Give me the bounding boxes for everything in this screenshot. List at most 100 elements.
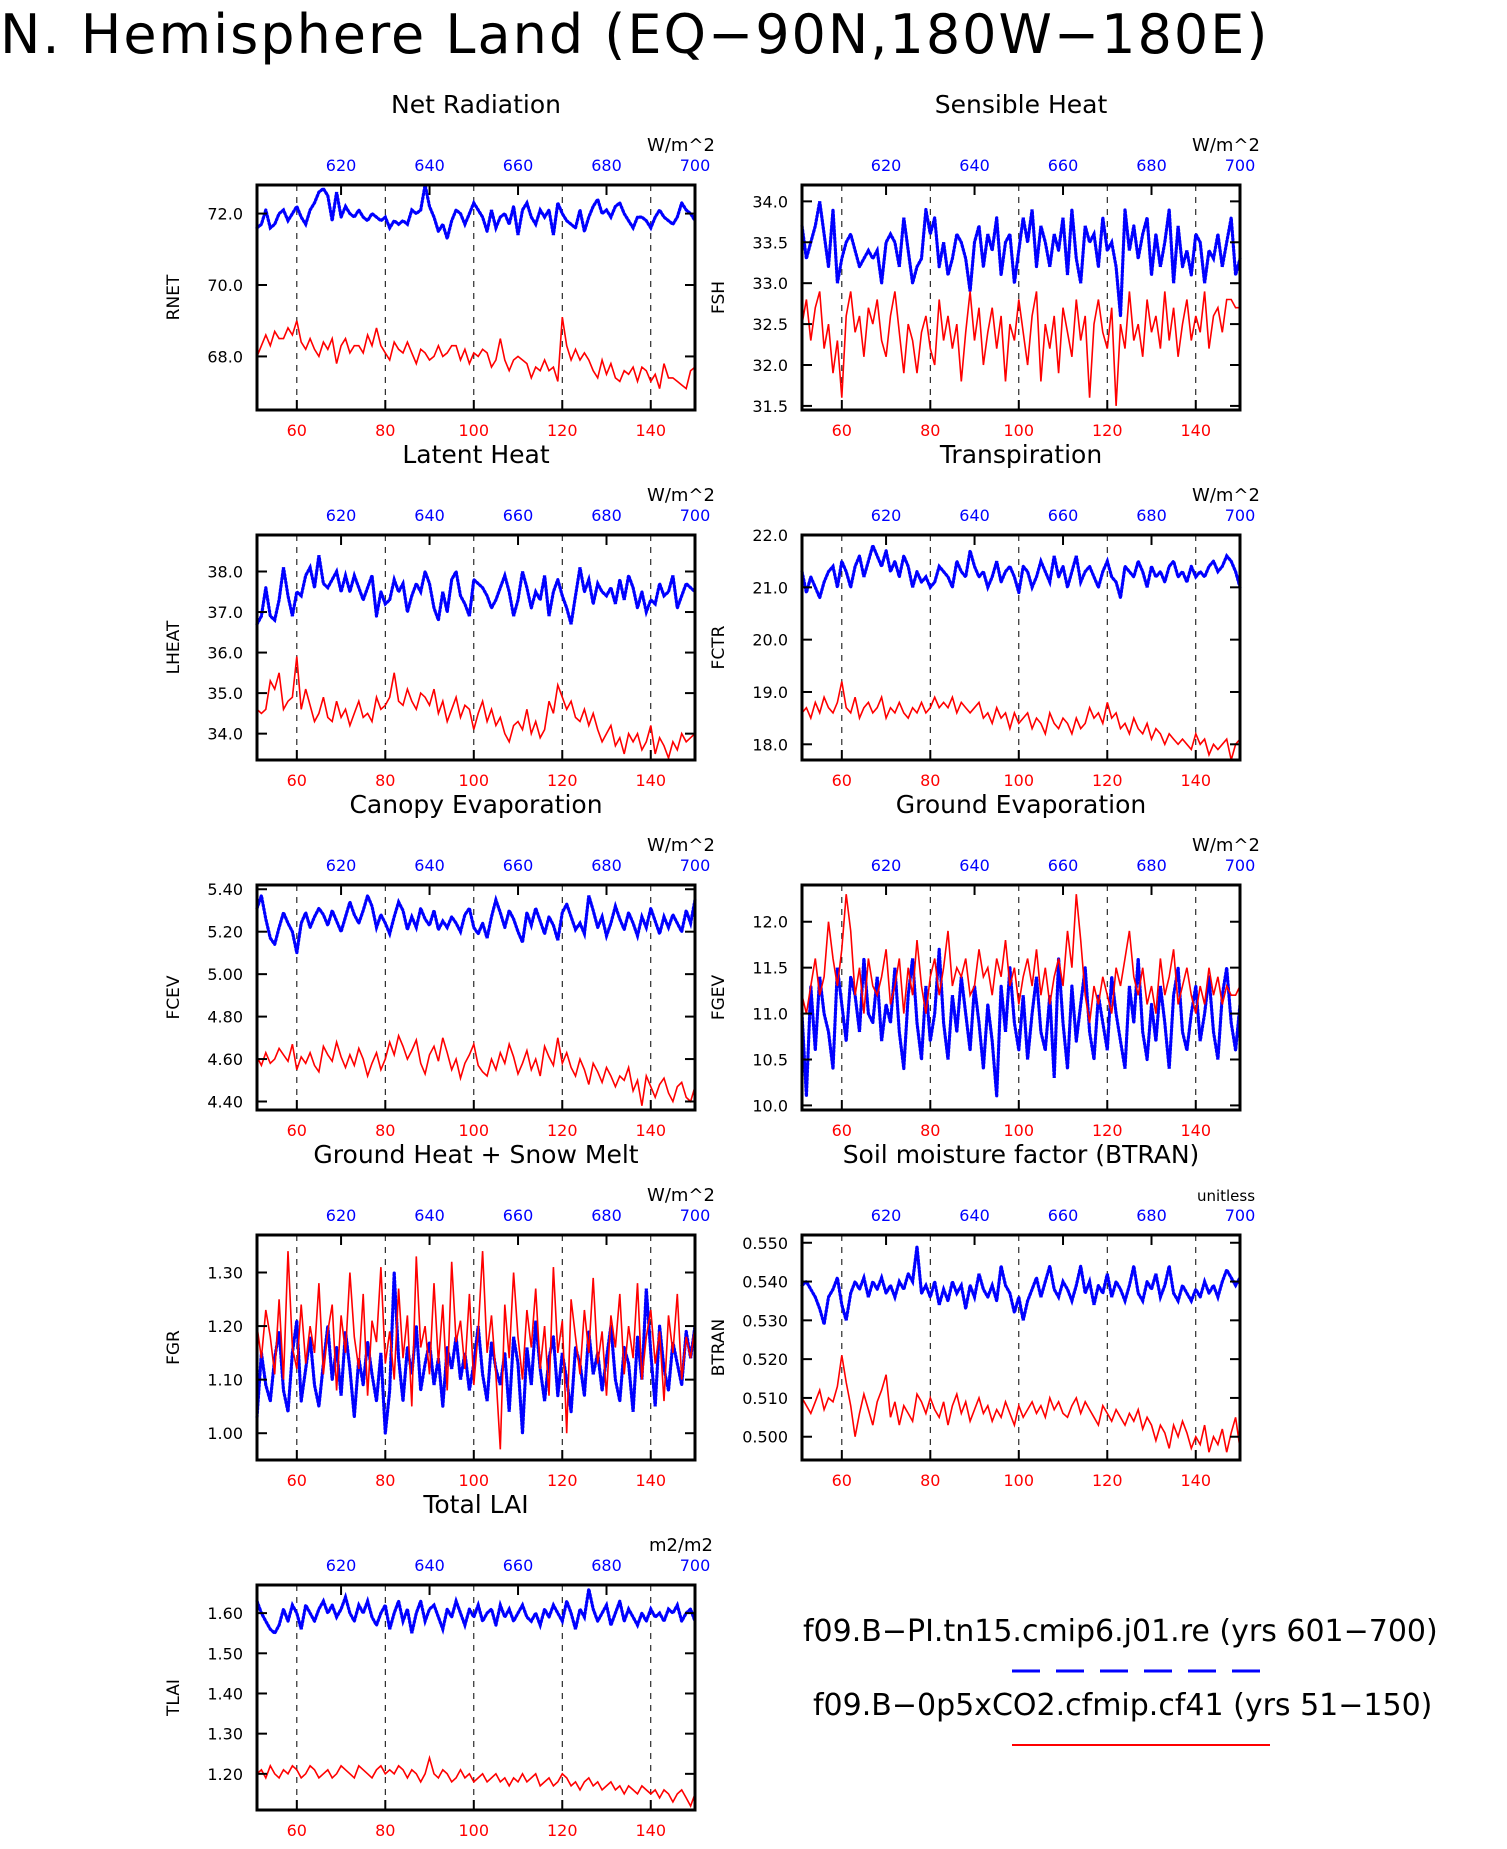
chart-tlai: Total LAI m2/m2 TLAI 1.20 1.30 1.40 1.50 1.60 60… [164,1490,713,1840]
top-x-tick-label: 620 [326,1206,357,1225]
bottom-x-tick-label: 100 [459,771,490,790]
y-tick-label: 37.0 [207,603,243,622]
bottom-x-tick-label: 60 [287,1821,307,1840]
plot-frame [255,1233,697,1462]
chart-fsh: Sensible Heat W/m^2 FSH 31.5 32.0 32.5 33.0 33.… [709,90,1260,440]
bottom-x-tick-label: 120 [547,1121,578,1140]
chart-title: Transpiration [939,440,1102,469]
y-tick-label: 68.0 [207,347,243,366]
y-axis-label: BTRAN [709,1319,729,1377]
chart-title: Sensible Heat [935,90,1108,119]
top-x-tick-label: 660 [1048,856,1079,875]
plot-frame [255,533,697,762]
top-x-tick-label: 680 [591,1556,622,1575]
top-x-tick-label: 700 [680,506,711,525]
bottom-x-tick-label: 100 [459,1121,490,1140]
series-line-case1 [255,555,697,626]
plot-frame [255,1583,697,1812]
y-tick-label: 20.0 [752,631,788,650]
top-x-tick-label: 640 [959,156,990,175]
units-label: W/m^2 [647,135,715,156]
bottom-x-tick-label: 100 [459,1471,490,1490]
top-x-tick-label: 700 [680,1556,711,1575]
top-x-tick-label: 640 [414,856,445,875]
top-x-tick-label: 700 [1225,506,1256,525]
series-line-case2 [256,316,696,391]
bottom-x-tick-label: 140 [1180,421,1211,440]
units-label: m2/m2 [649,1535,713,1556]
series-line-case1 [800,201,1242,317]
series-line-case1 [255,184,697,245]
bottom-x-tick-label: 140 [635,421,666,440]
y-tick-label: 1.20 [207,1317,243,1336]
bottom-x-tick-label: 60 [832,1121,852,1140]
top-x-tick-label: 640 [414,1206,445,1225]
y-tick-label: 1.30 [207,1725,243,1744]
top-x-tick-label: 620 [326,506,357,525]
top-x-tick-label: 620 [326,156,357,175]
chart-title: Ground Heat + Snow Melt [313,1140,638,1169]
units-label: W/m^2 [647,1185,715,1206]
bottom-x-tick-label: 60 [287,1471,307,1490]
top-x-tick-label: 700 [1225,156,1256,175]
top-x-tick-label: 620 [871,856,902,875]
y-tick-label: 5.20 [207,923,243,942]
bottom-x-tick-label: 80 [920,771,940,790]
chart-btran: Soil moisture factor (BTRAN) unitless BTRA… [709,1140,1255,1490]
bottom-x-tick-label: 60 [287,421,307,440]
bottom-x-tick-label: 80 [920,421,940,440]
series-line-case2 [801,1355,1241,1453]
plot-frame [800,1233,1242,1462]
y-tick-label: 1.30 [207,1264,243,1283]
top-x-tick-label: 680 [1136,506,1167,525]
units-label: W/m^2 [647,835,715,856]
y-tick-label: 34.0 [207,725,243,744]
top-x-tick-label: 620 [326,1556,357,1575]
y-tick-label: 5.40 [207,880,243,899]
series-line-case2 [801,894,1241,1023]
bottom-x-tick-label: 120 [547,1471,578,1490]
y-tick-label: 19.0 [752,683,788,702]
y-tick-label: 4.80 [207,1008,243,1027]
series-line-case1 [255,1272,697,1434]
y-axis-label: FGR [164,1330,184,1365]
bottom-x-tick-label: 80 [375,421,395,440]
series-line-case2 [801,681,1241,761]
top-x-tick-label: 660 [1048,506,1079,525]
top-x-tick-label: 660 [503,506,534,525]
units-label: unitless [1197,1187,1255,1205]
units-label: W/m^2 [647,485,715,506]
y-tick-label: 34.0 [752,192,788,211]
top-x-tick-label: 660 [503,156,534,175]
top-x-tick-label: 700 [1225,1206,1256,1225]
series-line-case2 [801,291,1240,406]
top-x-tick-label: 640 [414,156,445,175]
top-x-tick-label: 700 [1225,856,1256,875]
y-axis-label: FCEV [164,975,184,1019]
legend-case2-swatch [1012,1744,1270,1746]
top-x-tick-label: 620 [871,156,902,175]
top-x-tick-label: 680 [591,1206,622,1225]
y-tick-label: 1.00 [207,1424,243,1443]
y-tick-label: 10.5 [752,1050,788,1069]
y-axis-label: FSH [709,281,729,314]
bottom-x-tick-label: 60 [832,421,852,440]
series-line-case2 [256,1754,696,1808]
y-axis-label: RNET [164,274,184,320]
bottom-x-tick-label: 120 [1092,1121,1123,1140]
top-x-tick-label: 620 [326,856,357,875]
top-x-tick-label: 640 [414,506,445,525]
y-tick-label: 72.0 [207,205,243,224]
top-x-tick-label: 660 [503,856,534,875]
legend-case2-years: (yrs 51−150) [1233,1688,1433,1723]
y-tick-label: 33.5 [752,233,788,252]
y-axis-label: TLAI [164,1679,184,1717]
units-label: W/m^2 [1192,835,1260,856]
bottom-x-tick-label: 120 [1092,1471,1123,1490]
bottom-x-tick-label: 140 [635,1471,666,1490]
bottom-x-tick-label: 100 [459,421,490,440]
units-label: W/m^2 [1192,485,1260,506]
y-axis-label: FCTR [709,625,729,669]
y-axis-label: LHEAT [164,620,184,674]
y-tick-label: 18.0 [752,735,788,754]
